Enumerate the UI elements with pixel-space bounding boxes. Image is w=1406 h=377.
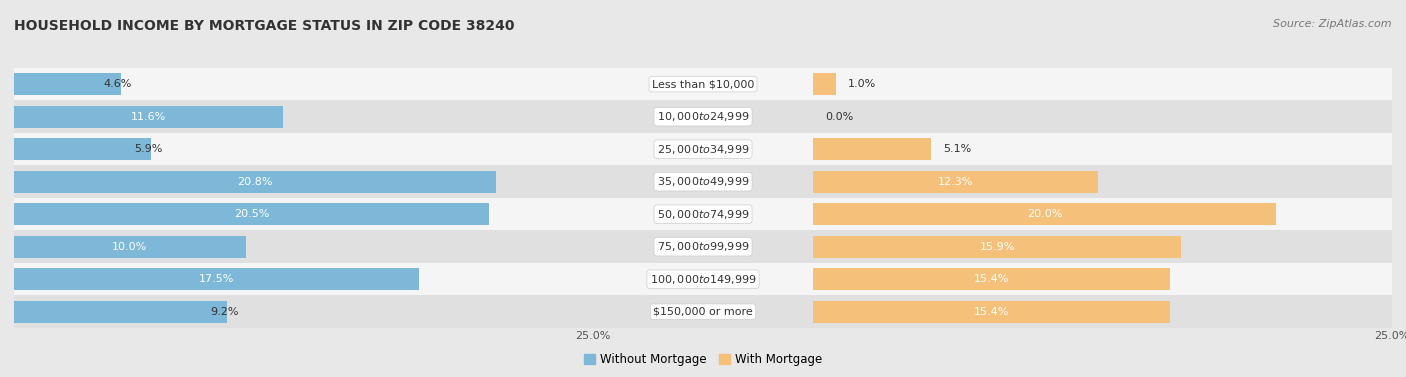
Text: $10,000 to $24,999: $10,000 to $24,999 (657, 110, 749, 123)
Bar (813, 230, 1392, 263)
Bar (813, 296, 1392, 328)
Bar (14, 230, 593, 263)
Bar (14, 73, 121, 95)
Text: 12.3%: 12.3% (938, 177, 973, 187)
Text: $75,000 to $99,999: $75,000 to $99,999 (657, 240, 749, 253)
Bar (813, 166, 1392, 198)
Legend: Without Mortgage, With Mortgage: Without Mortgage, With Mortgage (579, 349, 827, 371)
Bar (14, 106, 283, 128)
Text: 5.9%: 5.9% (134, 144, 162, 154)
Text: 4.6%: 4.6% (104, 79, 132, 89)
Text: 11.6%: 11.6% (131, 112, 166, 122)
Bar (14, 166, 593, 198)
Bar (593, 198, 813, 230)
Text: 20.5%: 20.5% (233, 209, 269, 219)
Bar (813, 133, 1392, 166)
Bar (14, 203, 489, 225)
Text: HOUSEHOLD INCOME BY MORTGAGE STATUS IN ZIP CODE 38240: HOUSEHOLD INCOME BY MORTGAGE STATUS IN Z… (14, 19, 515, 33)
Text: 9.2%: 9.2% (209, 307, 239, 317)
Text: Source: ZipAtlas.com: Source: ZipAtlas.com (1274, 19, 1392, 29)
Bar (14, 268, 419, 290)
Bar (14, 100, 593, 133)
Text: 15.4%: 15.4% (974, 274, 1010, 284)
Text: 0.0%: 0.0% (825, 112, 853, 122)
Bar (14, 198, 593, 230)
Bar (593, 100, 813, 133)
Text: 15.4%: 15.4% (974, 307, 1010, 317)
Bar (593, 230, 813, 263)
Text: 10.0%: 10.0% (112, 242, 148, 252)
Bar (14, 68, 593, 100)
Bar (14, 301, 226, 323)
Bar (14, 296, 593, 328)
Text: 1.0%: 1.0% (848, 79, 876, 89)
Text: $50,000 to $74,999: $50,000 to $74,999 (657, 208, 749, 221)
Bar (14, 138, 150, 160)
Bar (14, 236, 246, 258)
Bar (593, 263, 813, 296)
Text: $100,000 to $149,999: $100,000 to $149,999 (650, 273, 756, 286)
Text: 17.5%: 17.5% (198, 274, 235, 284)
Bar (593, 296, 813, 328)
Bar (813, 203, 1277, 225)
Text: 20.8%: 20.8% (238, 177, 273, 187)
Bar (813, 268, 1170, 290)
Text: Less than $10,000: Less than $10,000 (652, 79, 754, 89)
Text: $35,000 to $49,999: $35,000 to $49,999 (657, 175, 749, 188)
Bar (813, 198, 1392, 230)
Text: $150,000 or more: $150,000 or more (654, 307, 752, 317)
Bar (813, 73, 837, 95)
Text: $25,000 to $34,999: $25,000 to $34,999 (657, 143, 749, 156)
Bar (593, 166, 813, 198)
Bar (14, 133, 593, 166)
Bar (593, 133, 813, 166)
Bar (813, 263, 1392, 296)
Text: 15.9%: 15.9% (980, 242, 1015, 252)
Bar (593, 68, 813, 100)
Bar (813, 100, 1392, 133)
Bar (813, 171, 1098, 193)
Bar (14, 263, 593, 296)
Text: 20.0%: 20.0% (1026, 209, 1063, 219)
Bar (14, 171, 495, 193)
Bar (813, 236, 1181, 258)
Bar (813, 301, 1170, 323)
Bar (813, 68, 1392, 100)
Text: 5.1%: 5.1% (943, 144, 972, 154)
Bar (813, 138, 931, 160)
